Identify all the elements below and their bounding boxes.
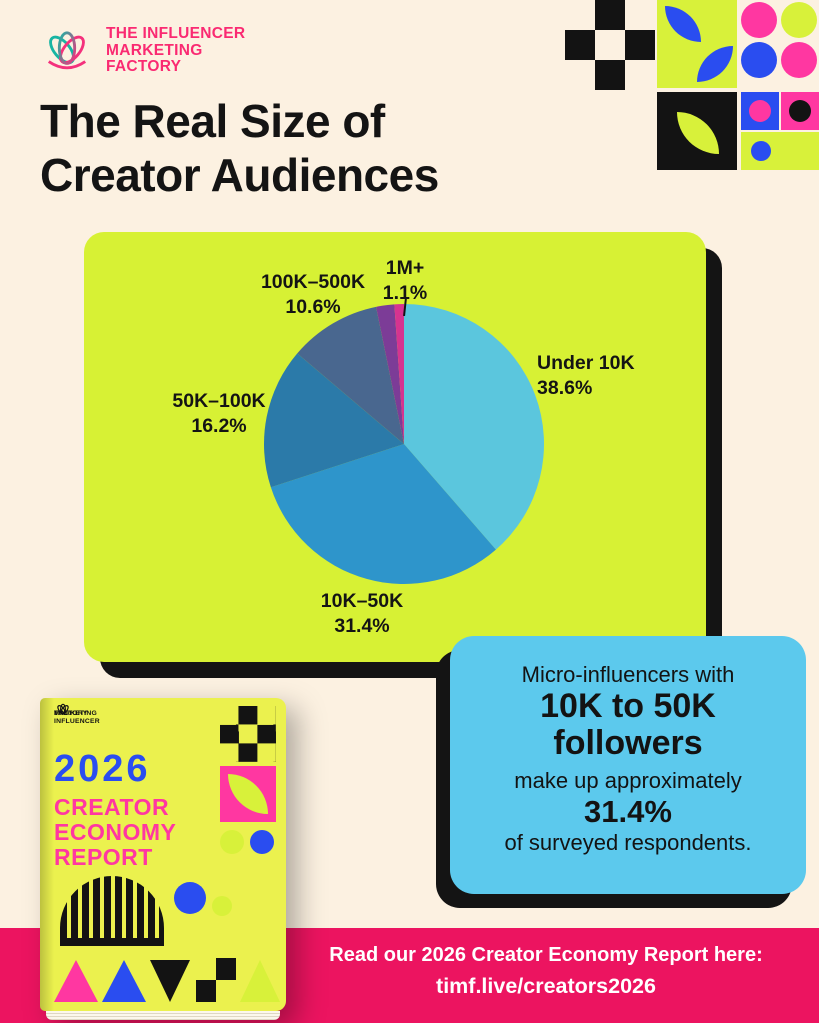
report-cover: THE INFLUENCER MARKETING FACTORY 2026 CR… xyxy=(40,698,286,1020)
dot-shape xyxy=(749,100,771,122)
lime-leaf-tile xyxy=(657,0,737,88)
cover-checkerboard xyxy=(220,706,276,762)
cover-year: 2026 xyxy=(54,748,151,790)
leaf-shape xyxy=(665,6,701,42)
lime-dot-tile xyxy=(741,132,819,170)
dot-shape xyxy=(789,100,811,122)
cover-blue-triangle xyxy=(102,960,146,1002)
cover-striped-dome xyxy=(60,876,164,938)
footer-text-block: Read our 2026 Creator Economy Report her… xyxy=(286,944,806,999)
cover-lime-circle xyxy=(220,830,244,854)
cover-blue-circle xyxy=(174,882,206,914)
page-title-line-2: Creator Audiences xyxy=(40,149,439,202)
blue-dot-tile xyxy=(741,92,779,130)
callout-line-2: 10K to 50K xyxy=(540,687,716,725)
slice-percent: 10.6% xyxy=(285,295,341,318)
slice-percent: 1.1% xyxy=(382,281,428,304)
checkerboard-tile xyxy=(565,0,655,90)
pink-dot-tile xyxy=(781,92,819,130)
slice-name: 50K–100K xyxy=(172,390,266,412)
cover-blue-circle xyxy=(250,830,274,854)
slice-name: Under 10K xyxy=(537,352,635,374)
pie-chart xyxy=(263,304,545,585)
callout-line-6: of surveyed respondents. xyxy=(504,830,752,856)
pie-label-10k-50k: 10K–50K 31.4% xyxy=(321,589,403,639)
book-pages-edge xyxy=(46,1011,280,1020)
cover-logo-line: MARKETING xyxy=(54,710,97,717)
callout-line-4: make up approximately xyxy=(514,768,742,794)
logo-line-2: MARKETING xyxy=(106,41,203,59)
cover-mini-checkerboard xyxy=(196,958,236,1002)
report-cover-front: THE INFLUENCER MARKETING FACTORY 2026 CR… xyxy=(40,698,286,1011)
dot-shape xyxy=(751,141,771,161)
cover-lotus-icon xyxy=(57,703,69,715)
slice-percent: 38.6% xyxy=(537,376,593,399)
cover-pink-leaf-tile xyxy=(220,766,276,822)
cover-lime-circle xyxy=(212,896,232,916)
top-right-pattern xyxy=(565,0,819,170)
leaf-shape xyxy=(697,46,733,82)
slice-percent: 16.2% xyxy=(191,414,247,437)
slice-name: 10K–50K xyxy=(320,590,404,612)
footer-url[interactable]: timf.live/creators2026 xyxy=(436,974,656,998)
pie-label-100k-500k: 100K–500K 10.6% xyxy=(261,270,365,320)
page-title: The Real Size of Creator Audiences xyxy=(40,94,439,203)
brand-logo: THE INFLUENCER MARKETING FACTORY xyxy=(38,25,246,76)
logo-line-3: FACTORY xyxy=(106,58,182,76)
chart-panel: 1M+ 1.1% 100K–500K 10.6% Under 10K 38.6%… xyxy=(84,232,706,662)
logo-line-1: THE INFLUENCER xyxy=(106,25,246,42)
pink-circle xyxy=(781,42,817,78)
cover-title-line-1: CREATOR xyxy=(54,794,170,820)
callout-line-5: 31.4% xyxy=(584,794,672,830)
lotus-flower-icon xyxy=(47,31,87,70)
callout-card: Micro-influencers with 10K to 50K follow… xyxy=(450,636,806,894)
black-leaf-tile xyxy=(657,92,737,170)
slice-name: 1M+ xyxy=(385,257,425,279)
leaf-shape xyxy=(677,112,719,154)
lime-circle xyxy=(781,2,817,38)
cover-pink-triangle xyxy=(54,960,98,1002)
slice-name: 100K–500K xyxy=(260,271,366,293)
footer-text: Read our 2026 Creator Economy Report her… xyxy=(329,944,763,966)
pie-label-50k-100k: 50K–100K 16.2% xyxy=(172,389,265,439)
callout-line-1: Micro-influencers with xyxy=(521,662,735,687)
page-title-line-1: The Real Size of xyxy=(40,95,385,147)
brand-logo-text: THE INFLUENCER MARKETING FACTORY xyxy=(106,25,246,76)
cover-title-line-3: REPORT xyxy=(54,844,153,870)
slice-percent: 31.4% xyxy=(334,614,390,637)
leaf-shape xyxy=(228,774,268,814)
cover-title-line-2: ECONOMY xyxy=(54,819,177,845)
book-spine-shade xyxy=(40,698,54,1011)
pie-label-under-10k: Under 10K 38.6% xyxy=(537,351,635,401)
pie-label-1m-plus: 1M+ 1.1% xyxy=(383,256,427,306)
pink-circle xyxy=(741,2,777,38)
cover-lime-triangle xyxy=(240,960,280,1002)
cover-black-triangle xyxy=(150,960,190,1002)
cover-dome-base xyxy=(60,938,164,946)
callout-line-3: followers xyxy=(553,723,703,762)
cover-logo-line: FACTORY xyxy=(54,710,88,717)
cover-logo-line: THE INFLUENCER xyxy=(54,710,100,725)
blue-circle xyxy=(741,42,777,78)
